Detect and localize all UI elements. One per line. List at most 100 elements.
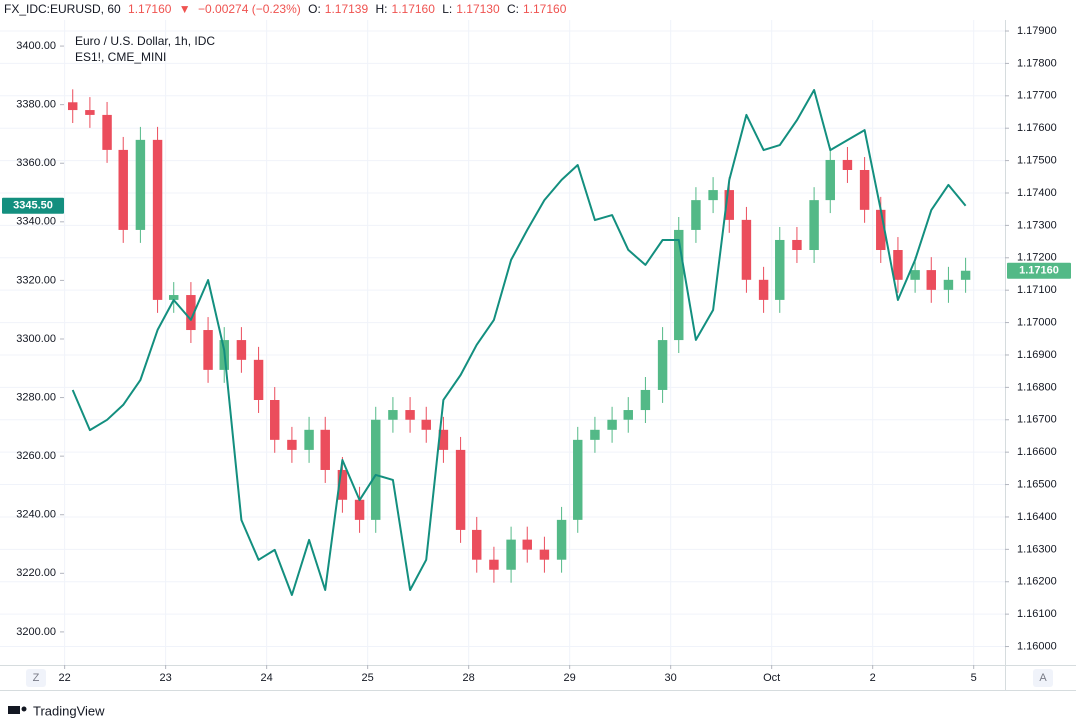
candle-body bbox=[506, 539, 516, 570]
candle-body bbox=[304, 429, 314, 450]
price: 1.17160 bbox=[128, 2, 172, 16]
candle-body bbox=[657, 340, 668, 390]
arrow: ▼ bbox=[178, 2, 191, 16]
x-tick-label: 28 bbox=[463, 672, 475, 684]
y2-tick-label: 1.16000 bbox=[1017, 640, 1057, 652]
x-tick-label: 22 bbox=[59, 672, 71, 684]
c-label: C: bbox=[507, 2, 519, 16]
candle-body bbox=[405, 410, 415, 420]
x-tick-label: 30 bbox=[665, 672, 677, 684]
y-tick-label: 3340.00 bbox=[16, 216, 56, 228]
x-tick-label: 29 bbox=[564, 672, 576, 684]
symbol: FX_IDC:EURUSD, 60 bbox=[4, 2, 121, 16]
candle-body bbox=[926, 270, 936, 290]
candle-body bbox=[741, 219, 752, 280]
candle-body bbox=[943, 279, 954, 290]
candle-body bbox=[556, 519, 567, 560]
overlay-line bbox=[71, 89, 967, 596]
x-tick-label: 2 bbox=[870, 672, 876, 684]
candle-body bbox=[607, 419, 617, 430]
candle-body bbox=[287, 439, 297, 450]
candle-body bbox=[573, 439, 583, 520]
candle-body bbox=[152, 139, 163, 300]
y2-tick-label: 1.17500 bbox=[1017, 155, 1057, 167]
marks bbox=[68, 89, 971, 596]
x-tick-label: 24 bbox=[261, 672, 273, 684]
y2-tick-label: 1.16300 bbox=[1017, 543, 1057, 555]
candle-body bbox=[809, 200, 819, 251]
candle-body bbox=[169, 295, 179, 300]
left-price-badge-label: 3345.50 bbox=[13, 200, 53, 212]
candle-body bbox=[455, 449, 466, 530]
y-tick-label: 3220.00 bbox=[16, 567, 56, 579]
candle-body bbox=[842, 159, 853, 170]
logo-dot bbox=[21, 706, 27, 712]
candle-body bbox=[758, 279, 769, 300]
candle-body bbox=[337, 469, 348, 500]
logo: TradingView bbox=[8, 703, 105, 718]
y2-tick-label: 1.17600 bbox=[1017, 122, 1057, 134]
candle-body bbox=[825, 159, 835, 201]
candle-body bbox=[85, 110, 95, 115]
candle-body bbox=[489, 559, 499, 570]
y-tick-label: 3240.00 bbox=[16, 509, 56, 521]
candle-body bbox=[270, 400, 280, 440]
candle-body bbox=[960, 270, 971, 280]
candle-body bbox=[320, 429, 330, 470]
candle-body bbox=[590, 429, 600, 440]
l-label: L: bbox=[442, 2, 453, 16]
axes: 22 23 24 25 28 29 30 Oct 2 51.160001.161001.16200… bbox=[2, 25, 1071, 684]
x-tick-label: 25 bbox=[362, 672, 374, 684]
candle-body bbox=[371, 419, 381, 520]
y2-tick-label: 1.16500 bbox=[1017, 478, 1057, 490]
y-tick-label: 3300.00 bbox=[16, 333, 56, 345]
legend-overlay: ES1!, CME_MINI bbox=[75, 50, 166, 64]
candle-body bbox=[539, 549, 550, 560]
candle-body bbox=[691, 200, 701, 230]
auto-scale-icon[interactable]: A bbox=[1039, 672, 1047, 684]
y2-tick-label: 1.16100 bbox=[1017, 608, 1057, 620]
o-value: 1.17139 bbox=[324, 2, 369, 16]
left-price-badge bbox=[2, 197, 64, 214]
candle-body bbox=[674, 229, 684, 341]
x-tick-label: Oct bbox=[763, 672, 780, 684]
y-tick-label: 3400.00 bbox=[16, 40, 56, 52]
candle-body bbox=[640, 389, 651, 411]
o-label: O: bbox=[308, 2, 321, 16]
y2-tick-label: 1.17200 bbox=[1017, 252, 1057, 264]
candle-body bbox=[792, 239, 802, 251]
zoom-button[interactable] bbox=[26, 669, 46, 687]
auto-scale-button[interactable] bbox=[1033, 669, 1053, 687]
plot-bg bbox=[0, 20, 1005, 665]
header: FX_IDC:EURUSD, 60 1.17160 ▼ −0.00274 (−0… bbox=[4, 2, 570, 16]
l-value: 1.17130 bbox=[456, 2, 500, 16]
x-tick-label: 5 bbox=[971, 672, 977, 684]
candle-body bbox=[876, 209, 886, 251]
legend-main: Euro / U.S. Dollar, 1h, IDC bbox=[75, 34, 215, 48]
y2-tick-label: 1.16200 bbox=[1017, 576, 1057, 588]
x-tick-label: 23 bbox=[160, 672, 172, 684]
logo-text: TradingView bbox=[33, 703, 105, 718]
y-tick-label: 3380.00 bbox=[16, 99, 56, 111]
candle-body bbox=[708, 190, 718, 201]
y2-tick-label: 1.17900 bbox=[1017, 25, 1057, 37]
zoom-button-icon[interactable]: Z bbox=[33, 672, 40, 684]
y-tick-label: 3320.00 bbox=[16, 274, 56, 286]
candle-body bbox=[910, 270, 920, 280]
candle-body bbox=[388, 410, 398, 420]
candle-body bbox=[68, 102, 78, 111]
logo-icon bbox=[8, 706, 20, 714]
change: −0.00274 (−0.23%) bbox=[198, 2, 301, 16]
candle-body bbox=[186, 295, 196, 331]
c-value: 1.17160 bbox=[523, 2, 567, 16]
candle-body bbox=[724, 190, 734, 220]
candle-body bbox=[623, 410, 633, 420]
y2-tick-label: 1.17700 bbox=[1017, 90, 1057, 102]
candle-body bbox=[893, 250, 903, 280]
right-price-badge-label: 1.17160 bbox=[1019, 265, 1059, 277]
candle-body bbox=[421, 419, 431, 430]
y2-tick-label: 1.17300 bbox=[1017, 219, 1057, 231]
y-tick-label: 3280.00 bbox=[16, 391, 56, 403]
